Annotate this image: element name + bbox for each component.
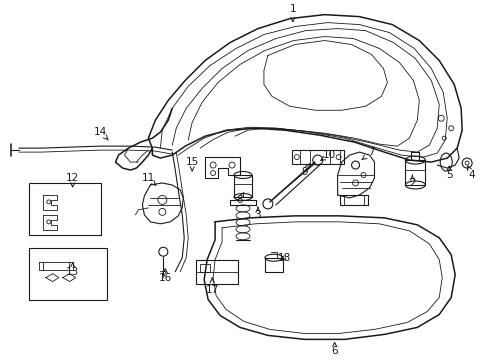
Text: 9: 9 [301,164,309,177]
Text: 7: 7 [361,147,374,160]
Text: 17: 17 [205,278,218,294]
Text: 2: 2 [408,175,415,188]
Text: 18: 18 [278,253,291,263]
Bar [200,264,210,272]
Text: 11: 11 [142,173,156,186]
Bar [234,175,251,197]
Text: 12: 12 [66,173,79,187]
Bar [405,160,425,185]
Text: 3: 3 [254,207,261,220]
Bar [291,150,343,164]
Bar [29,248,106,300]
Text: 10: 10 [320,150,336,161]
Text: 16: 16 [159,269,172,283]
Text: 4: 4 [467,166,474,180]
Bar [196,260,238,284]
Text: 13: 13 [66,263,79,276]
Bar [29,183,101,235]
Text: 6: 6 [331,342,337,356]
Text: 8: 8 [236,192,244,205]
Text: 14: 14 [94,127,108,140]
Text: 1: 1 [289,4,296,22]
Bar [264,258,282,272]
Text: 15: 15 [185,157,199,171]
Text: 5: 5 [445,166,451,180]
